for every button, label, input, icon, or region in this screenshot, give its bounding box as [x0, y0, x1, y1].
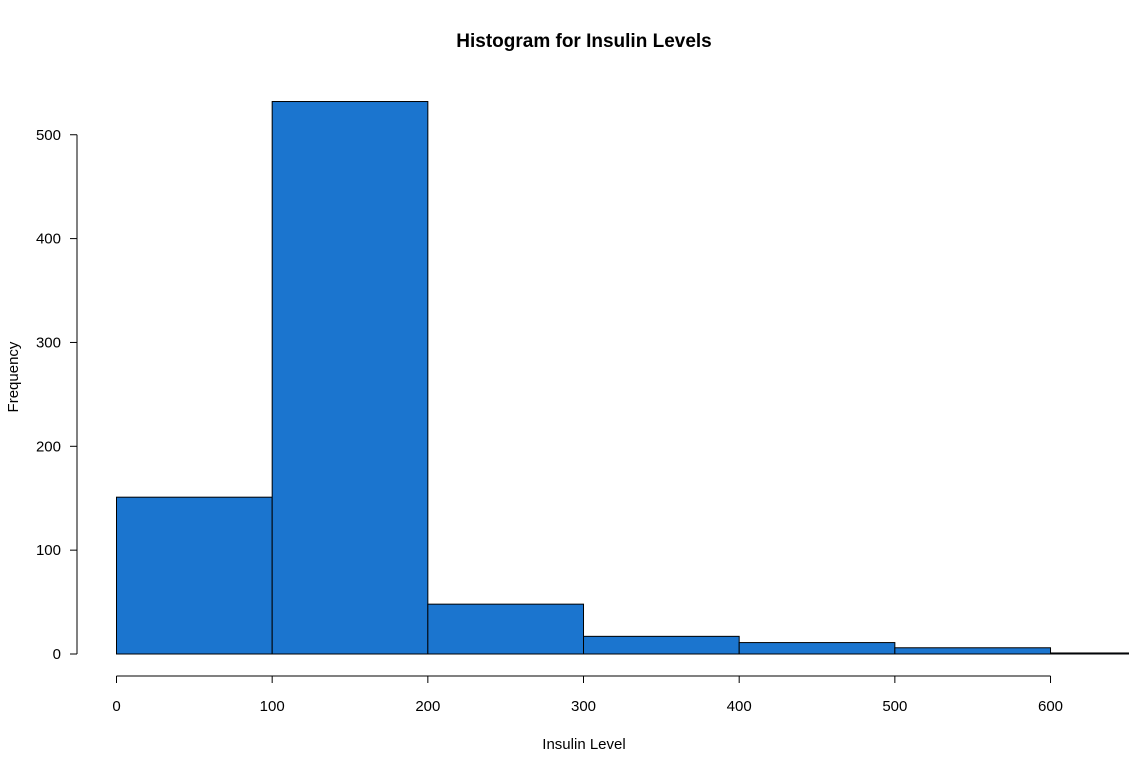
x-axis-label: Insulin Level [542, 736, 625, 753]
y-tick-label: 100 [36, 542, 61, 559]
y-tick-label: 500 [36, 127, 61, 144]
x-axis: 0 100 200 300 400 500 600 [112, 675, 1063, 715]
y-axis-label: Frequency [5, 341, 22, 412]
y-axis: 0 100 200 300 400 500 [36, 127, 78, 663]
y-tick-label: 0 [53, 646, 61, 663]
x-tick-label: 0 [112, 698, 120, 715]
histogram-bar [427, 603, 585, 655]
x-tick-label: 100 [260, 698, 285, 715]
y-tick-label: 200 [36, 438, 61, 455]
chart-title: Histogram for Insulin Levels [456, 31, 712, 52]
y-tick-label: 400 [36, 231, 61, 248]
bars-group [116, 101, 1129, 655]
histogram-bar [738, 642, 896, 655]
x-tick-label: 300 [571, 698, 596, 715]
histogram-bar [271, 101, 429, 655]
histogram-bar [583, 635, 740, 655]
y-tick-label: 300 [36, 334, 61, 351]
histogram-bar [116, 496, 273, 655]
x-tick-label: 600 [1038, 698, 1063, 715]
x-tick-label: 400 [727, 698, 752, 715]
x-tick-label: 500 [882, 698, 907, 715]
histogram-bar [1050, 652, 1129, 655]
histogram-bar [894, 647, 1052, 655]
x-tick-label: 200 [415, 698, 440, 715]
